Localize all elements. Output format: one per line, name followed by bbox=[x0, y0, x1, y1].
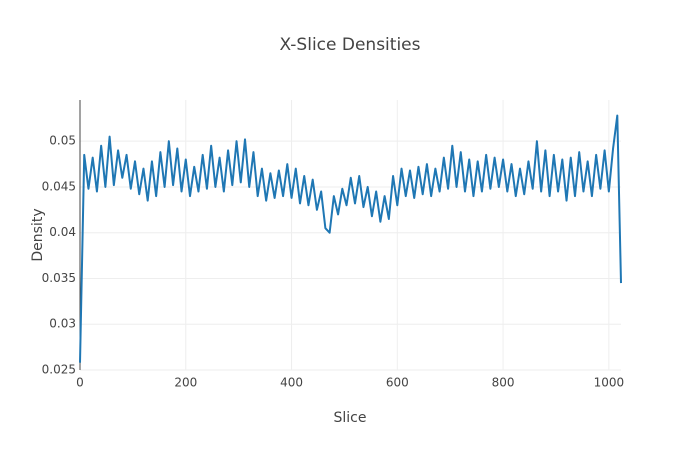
x-tick-label: 400 bbox=[280, 376, 303, 390]
y-tick-label: 0.04 bbox=[49, 225, 76, 239]
y-tick-label: 0.03 bbox=[49, 317, 76, 331]
data-line bbox=[79, 114, 622, 363]
y-axis-label: Density bbox=[30, 208, 46, 261]
chart-title: X-Slice Densities bbox=[280, 35, 421, 55]
x-tick-label: 0 bbox=[76, 376, 84, 390]
x-axis-label: Slice bbox=[334, 410, 367, 426]
y-tick-label: 0.05 bbox=[49, 134, 76, 148]
y-tick-label: 0.025 bbox=[42, 363, 76, 377]
x-tick-label: 200 bbox=[174, 376, 197, 390]
y-tick-label: 0.045 bbox=[42, 179, 76, 193]
x-tick-label: 800 bbox=[492, 376, 515, 390]
x-tick-label: 1000 bbox=[594, 376, 625, 390]
x-tick-label: 600 bbox=[386, 376, 409, 390]
y-tick-label: 0.035 bbox=[42, 271, 76, 285]
